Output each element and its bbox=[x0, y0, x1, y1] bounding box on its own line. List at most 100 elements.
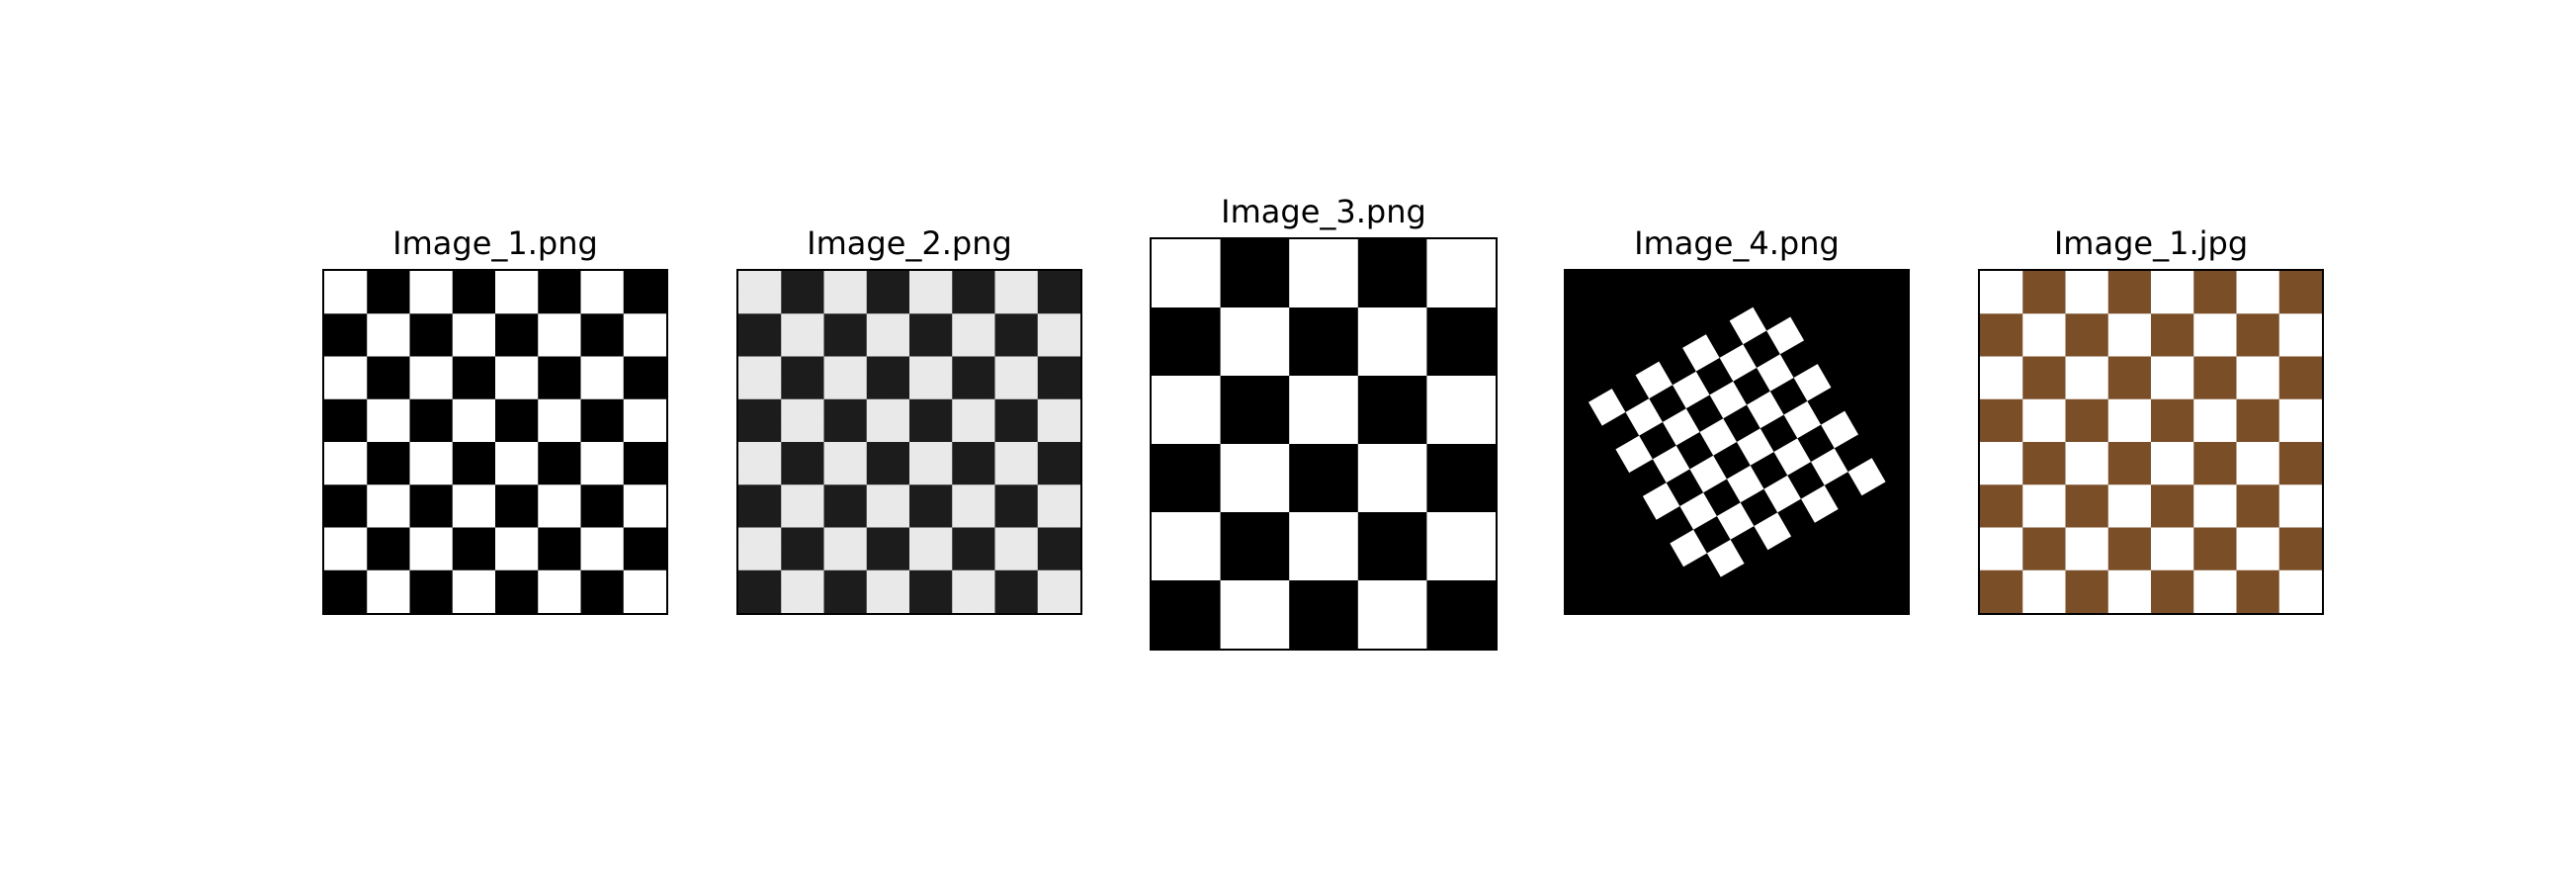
dark-square bbox=[1220, 512, 1290, 581]
dark-square bbox=[367, 356, 410, 400]
light-square bbox=[324, 271, 368, 314]
light-square bbox=[1757, 354, 1795, 393]
light-square bbox=[452, 569, 496, 613]
light-square bbox=[2151, 271, 2194, 314]
light-square bbox=[1766, 316, 1805, 355]
dark-square bbox=[2236, 569, 2280, 613]
light-square bbox=[452, 313, 496, 357]
light-square bbox=[367, 569, 410, 613]
dark-square bbox=[1683, 553, 1722, 591]
light-square bbox=[2278, 313, 2322, 357]
dark-square bbox=[367, 527, 410, 571]
dark-square bbox=[2151, 313, 2194, 357]
light-square bbox=[1289, 239, 1359, 308]
dark-square bbox=[2151, 569, 2194, 613]
dark-square bbox=[2278, 527, 2322, 571]
light-square bbox=[1719, 343, 1758, 383]
light-square bbox=[1763, 475, 1802, 513]
dark-square bbox=[1733, 367, 1771, 405]
dark-square bbox=[1787, 461, 1826, 499]
dark-square bbox=[495, 569, 539, 613]
light-square bbox=[495, 271, 539, 314]
dark-square bbox=[538, 442, 581, 485]
dark-square bbox=[324, 484, 368, 528]
light-square bbox=[2065, 442, 2109, 485]
light-square bbox=[2151, 442, 2194, 485]
light-square bbox=[2151, 527, 2194, 571]
dark-square bbox=[538, 527, 581, 571]
dark-square bbox=[409, 398, 454, 443]
dark-square bbox=[1743, 330, 1781, 369]
dark-square bbox=[2193, 356, 2237, 400]
dark-square bbox=[1357, 512, 1427, 581]
light-square bbox=[2022, 569, 2066, 613]
light-square bbox=[1773, 438, 1812, 477]
light-square bbox=[2107, 313, 2152, 357]
light-square bbox=[1588, 388, 1627, 426]
light-square bbox=[1615, 435, 1654, 474]
dark-square bbox=[1779, 340, 1818, 379]
dark-square bbox=[1426, 444, 1496, 513]
light-square bbox=[2022, 484, 2066, 528]
light-square bbox=[1220, 444, 1290, 513]
light-square bbox=[1729, 307, 1767, 345]
dark-square bbox=[452, 442, 496, 485]
dark-square bbox=[2107, 527, 2152, 571]
dark-square bbox=[538, 271, 581, 314]
panel-title: Image_1.png bbox=[392, 224, 598, 262]
light-square bbox=[1726, 465, 1765, 503]
dark-square bbox=[1705, 320, 1744, 359]
dark-square bbox=[1649, 385, 1687, 423]
light-square bbox=[580, 356, 625, 400]
dark-square bbox=[1289, 580, 1359, 649]
dark-square bbox=[1980, 398, 2023, 443]
noisy-checkerboard-image bbox=[736, 269, 1082, 615]
dark-square bbox=[1713, 441, 1752, 480]
checkerboard-svg bbox=[1152, 239, 1496, 649]
dark-square bbox=[2151, 484, 2194, 528]
light-square bbox=[1747, 391, 1785, 429]
light-square bbox=[1716, 502, 1755, 541]
rotated-checkerboard-image bbox=[1564, 269, 1910, 615]
light-square bbox=[2193, 398, 2237, 443]
dark-square bbox=[2193, 527, 2237, 571]
light-square bbox=[1152, 512, 1222, 581]
light-square bbox=[2022, 398, 2066, 443]
light-square bbox=[2236, 356, 2280, 400]
dark-square bbox=[324, 313, 368, 357]
light-square bbox=[495, 527, 539, 571]
light-square bbox=[409, 356, 454, 400]
light-square bbox=[1426, 376, 1496, 445]
light-square bbox=[452, 484, 496, 528]
light-square bbox=[1152, 376, 1222, 445]
light-square bbox=[324, 356, 368, 400]
dark-square bbox=[1659, 347, 1697, 386]
light-square bbox=[580, 527, 625, 571]
dark-square bbox=[2065, 484, 2109, 528]
dark-square bbox=[495, 313, 539, 357]
dark-square bbox=[324, 569, 368, 613]
dark-square bbox=[452, 271, 496, 314]
light-square bbox=[1662, 407, 1701, 447]
dark-square bbox=[1824, 471, 1862, 510]
light-square bbox=[1357, 580, 1427, 649]
light-square bbox=[1980, 271, 2023, 314]
light-square bbox=[538, 569, 581, 613]
dark-square bbox=[538, 356, 581, 400]
light-square bbox=[1737, 428, 1775, 467]
dark-square bbox=[409, 569, 454, 613]
dark-square bbox=[1834, 434, 1872, 473]
light-square bbox=[1800, 484, 1840, 523]
dark-square bbox=[1601, 411, 1640, 450]
brown-checkerboard-image bbox=[1978, 269, 2324, 615]
light-square bbox=[538, 398, 581, 443]
dark-square bbox=[2278, 442, 2322, 485]
dark-square bbox=[1357, 376, 1427, 445]
dark-square bbox=[2022, 527, 2066, 571]
panel-title: Image_4.png bbox=[1634, 224, 1840, 262]
light-square bbox=[580, 271, 625, 314]
light-square bbox=[1821, 410, 1859, 449]
dark-square bbox=[1426, 307, 1496, 377]
light-square bbox=[580, 442, 625, 485]
dark-square bbox=[1152, 580, 1222, 649]
